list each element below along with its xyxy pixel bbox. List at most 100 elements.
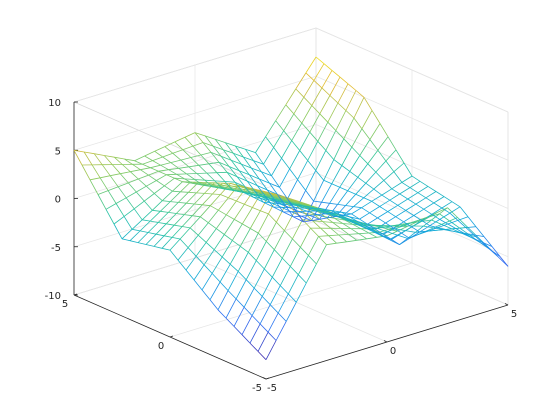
mesh-segment: [169, 249, 179, 261]
mesh-segment: [236, 176, 246, 188]
mesh-segment: [246, 180, 256, 192]
mesh-segment: [271, 158, 282, 176]
mesh-segment: [403, 215, 415, 223]
mesh-segment: [195, 255, 205, 266]
mesh-segment: [405, 230, 416, 233]
mesh-segment: [164, 185, 173, 192]
mesh-segment: [353, 117, 363, 130]
mesh-segment: [226, 172, 236, 183]
mesh-segment: [243, 287, 255, 308]
mesh-segment: [177, 259, 187, 271]
mesh-segment: [264, 192, 273, 195]
mesh-segment: [226, 214, 235, 220]
mesh-segment: [317, 122, 329, 142]
mesh-segment: [409, 187, 419, 194]
mesh-segment: [333, 138, 345, 160]
mesh-segment: [285, 205, 294, 218]
mesh-segment: [288, 293, 297, 303]
mesh-segment: [367, 149, 379, 165]
mesh-segment: [275, 120, 285, 131]
mesh-segment: [326, 242, 337, 246]
mesh-segment: [377, 228, 388, 233]
mesh-segment: [279, 187, 288, 200]
mesh-segment: [105, 209, 115, 225]
mesh-segment: [200, 183, 209, 185]
mesh-segment: [142, 163, 151, 169]
mesh-segment: [156, 174, 167, 181]
mesh-segment: [227, 271, 239, 291]
mesh-segment: [351, 128, 363, 148]
mesh-segment: [407, 198, 417, 205]
mesh-segment: [155, 223, 167, 235]
mesh-segment: [212, 145, 224, 151]
mesh-segment: [289, 150, 301, 170]
mesh-segment: [231, 223, 243, 241]
mesh-segment: [242, 188, 251, 191]
mesh-segment: [158, 222, 167, 225]
x-tick-mark: [262, 377, 267, 380]
mesh-segment: [197, 234, 207, 243]
mesh-segment: [152, 156, 163, 161]
mesh-segment: [194, 132, 206, 137]
mesh-segment: [223, 219, 235, 235]
mesh-segment: [178, 202, 187, 204]
mesh-segment: [499, 256, 509, 267]
mesh-segment: [123, 208, 135, 217]
mesh-segment: [425, 197, 435, 204]
mesh-segment: [359, 139, 371, 156]
mesh-segment: [154, 150, 163, 158]
mesh-segment: [182, 149, 192, 158]
mesh-segment: [156, 233, 165, 237]
mesh-segment: [345, 110, 355, 119]
mesh-segment: [304, 212, 315, 216]
mesh-segment: [233, 203, 245, 220]
y-tick-mark: [169, 335, 174, 338]
mesh-segment: [295, 72, 307, 90]
mesh-segment: [245, 149, 254, 161]
mesh-segment: [417, 192, 427, 199]
mesh-segment: [249, 210, 261, 229]
mesh-segment: [431, 213, 441, 220]
mesh-segment: [225, 142, 236, 147]
mesh-segment: [194, 179, 205, 181]
mesh-segment: [187, 247, 197, 257]
mesh-segment: [216, 228, 225, 235]
mesh-segment: [359, 155, 369, 165]
mesh-segment: [347, 83, 357, 91]
mesh-segment: [285, 205, 296, 211]
mesh-segment: [297, 255, 309, 275]
mesh-segment: [327, 216, 336, 219]
mesh-segment: [245, 260, 257, 280]
mesh-segment: [222, 188, 231, 191]
mesh-segment: [212, 186, 221, 189]
mesh-segment: [212, 193, 221, 195]
mesh-segment: [128, 178, 139, 184]
mesh-segment: [123, 216, 133, 230]
mesh-segment: [328, 235, 337, 244]
mesh-segment: [387, 231, 398, 236]
mesh-segment: [409, 180, 421, 188]
mesh-segment: [185, 255, 197, 271]
mesh-segment: [180, 157, 191, 161]
mesh-segment: [225, 317, 235, 327]
mesh-segment: [233, 307, 245, 327]
mesh-segment: [202, 184, 211, 187]
mesh-segment: [234, 145, 244, 158]
mesh-segment: [135, 191, 145, 202]
mesh-segment: [365, 171, 377, 184]
mesh-segment: [250, 167, 260, 180]
mesh-segment: [399, 193, 409, 200]
mesh-segment: [449, 206, 461, 214]
mesh-segment: [257, 185, 268, 191]
mesh-segment: [248, 252, 257, 261]
mesh-segment: [180, 191, 189, 193]
mesh-segment: [176, 213, 185, 215]
mesh-segment: [240, 186, 249, 189]
mesh-segment: [299, 150, 309, 161]
mesh-segment: [114, 156, 123, 165]
mesh-segment: [305, 56, 317, 74]
mesh-segment: [225, 200, 237, 216]
mesh-segment: [309, 113, 321, 133]
mesh-segment: [342, 223, 352, 229]
